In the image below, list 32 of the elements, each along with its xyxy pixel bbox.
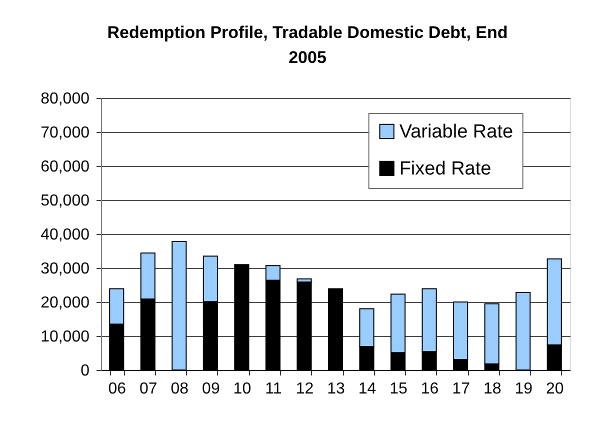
x-tick-label: 18 <box>483 380 502 398</box>
x-tick-label: 11 <box>265 380 282 398</box>
bar <box>172 240 187 370</box>
legend-label: Fixed Rate <box>399 158 492 180</box>
x-tick-label: 15 <box>390 380 408 398</box>
chart-title: Redemption Profile, Tradable Domestic Debt, End 2005 <box>107 23 508 67</box>
y-tick-label: 30,000 <box>40 260 90 278</box>
x-tick-label: 16 <box>420 380 439 398</box>
y-tick-label: 10,000 <box>40 328 90 346</box>
y-tick-label: 20,000 <box>40 294 90 312</box>
y-tick-label: 50,000 <box>40 192 90 210</box>
x-tick-label: 09 <box>202 380 220 398</box>
legend-label: Variable Rate <box>399 121 514 142</box>
y-tick-label: 40,000 <box>40 226 90 244</box>
x-tick-label: 20 <box>546 380 564 398</box>
y-tick-label: 80,000 <box>40 90 90 108</box>
x-tick-label: 06 <box>108 380 126 398</box>
bar <box>296 281 312 370</box>
y-tick-label: 0 <box>80 362 90 380</box>
bar <box>516 292 531 370</box>
x-tick-label: 17 <box>452 380 470 398</box>
x-tick-label: 13 <box>327 380 345 398</box>
x-tick-label: 19 <box>514 380 533 398</box>
bar <box>328 288 344 370</box>
x-tick-label: 14 <box>358 380 376 398</box>
x-tick-label: 07 <box>140 380 158 398</box>
bar <box>234 264 250 370</box>
x-tick-label: 12 <box>296 380 314 398</box>
y-tick-label: 60,000 <box>40 158 90 176</box>
y-tick-label: 70,000 <box>40 124 90 142</box>
x-tick-label: 08 <box>170 380 189 398</box>
x-tick-label: 10 <box>233 380 252 398</box>
